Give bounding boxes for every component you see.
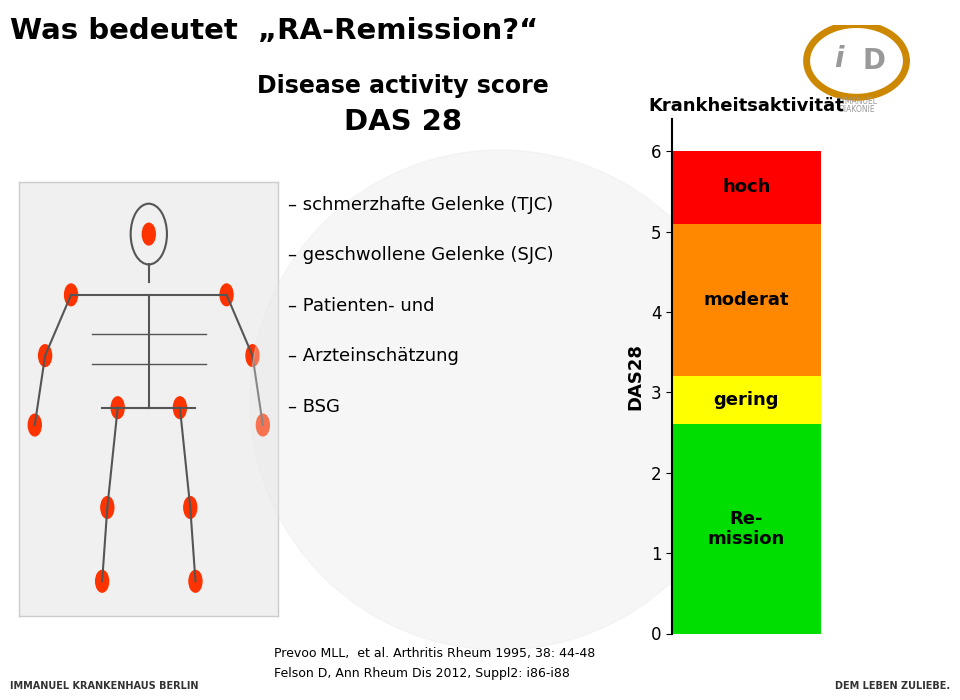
Circle shape <box>220 284 233 306</box>
Text: D: D <box>862 47 885 75</box>
Text: i: i <box>834 45 844 73</box>
Text: – BSG: – BSG <box>288 398 340 416</box>
Text: IMMANUEL KRANKENHAUS BERLIN: IMMANUEL KRANKENHAUS BERLIN <box>10 681 198 691</box>
Text: Prevoo MLL,  et al. Arthritis Rheum 1995, 38: 44-48: Prevoo MLL, et al. Arthritis Rheum 1995,… <box>274 648 595 661</box>
Circle shape <box>256 414 270 436</box>
Circle shape <box>246 345 259 367</box>
Text: Felson D, Ann Rheum Dis 2012, Suppl2: i86-i88: Felson D, Ann Rheum Dis 2012, Suppl2: i8… <box>274 667 569 680</box>
Bar <box>672 223 821 377</box>
Text: hoch: hoch <box>722 178 771 196</box>
Text: DAS 28: DAS 28 <box>345 108 462 136</box>
Text: Disease activity score: Disease activity score <box>257 74 549 97</box>
Circle shape <box>189 570 202 592</box>
Circle shape <box>183 497 197 518</box>
Circle shape <box>142 223 156 245</box>
Title: Krankheitsaktivität: Krankheitsaktivität <box>649 97 844 115</box>
Text: – Arzteinschätzung: – Arzteinschätzung <box>288 347 459 365</box>
Circle shape <box>250 150 750 650</box>
Text: – schmerzhafte Gelenke (TJC): – schmerzhafte Gelenke (TJC) <box>288 196 553 214</box>
Text: – geschwollene Gelenke (SJC): – geschwollene Gelenke (SJC) <box>288 246 554 265</box>
Bar <box>672 424 821 634</box>
Text: gering: gering <box>713 391 780 409</box>
Text: Was bedeutet  „RA-Remission?“: Was bedeutet „RA-Remission?“ <box>10 18 538 46</box>
Text: DEM LEBEN ZULIEBE.: DEM LEBEN ZULIEBE. <box>835 681 950 691</box>
Text: moderat: moderat <box>704 291 789 309</box>
Circle shape <box>38 345 52 367</box>
Circle shape <box>101 497 114 518</box>
Bar <box>672 377 821 424</box>
Circle shape <box>96 570 108 592</box>
Text: – Patienten- und: – Patienten- und <box>288 297 435 315</box>
Text: DIAKONIE: DIAKONIE <box>838 105 875 113</box>
Circle shape <box>174 397 186 419</box>
Circle shape <box>111 397 124 419</box>
Text: IMMANUEL: IMMANUEL <box>836 97 877 106</box>
Text: Re-
mission: Re- mission <box>708 510 785 548</box>
Circle shape <box>28 414 41 436</box>
Circle shape <box>64 284 78 306</box>
Y-axis label: DAS28: DAS28 <box>626 343 644 410</box>
Bar <box>672 151 821 223</box>
